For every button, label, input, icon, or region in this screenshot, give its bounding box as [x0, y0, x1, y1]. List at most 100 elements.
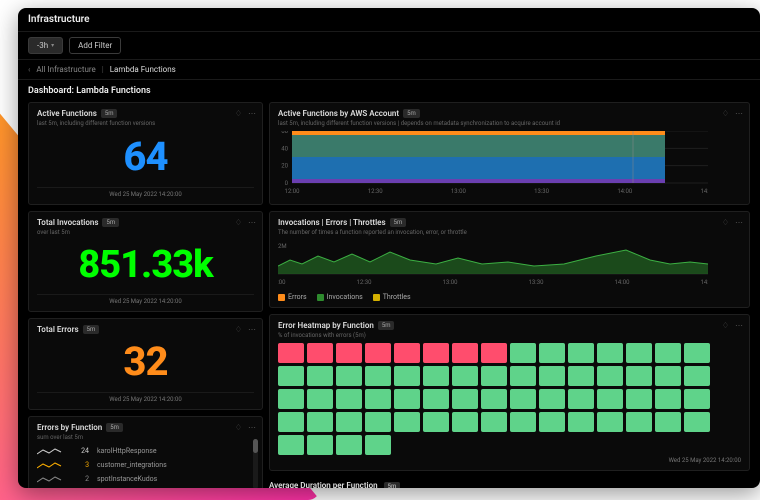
more-icon[interactable]: ⋯: [735, 321, 743, 330]
heatmap-cell[interactable]: [539, 412, 565, 432]
scrollbar-thumb[interactable]: [253, 439, 258, 453]
heatmap-cell[interactable]: [423, 412, 449, 432]
heatmap-cell[interactable]: [394, 435, 420, 455]
heatmap-cell[interactable]: [336, 366, 362, 386]
heatmap-cell[interactable]: [481, 366, 507, 386]
heatmap-cell[interactable]: [452, 435, 478, 455]
more-icon[interactable]: ⋯: [248, 325, 256, 334]
heatmap-cell[interactable]: [365, 366, 391, 386]
heatmap-cell[interactable]: [568, 343, 594, 363]
heatmap-cell[interactable]: [278, 412, 304, 432]
heatmap-cell[interactable]: [278, 435, 304, 455]
heatmap-cell[interactable]: [655, 389, 681, 409]
heatmap-cell[interactable]: [278, 366, 304, 386]
heatmap-cell[interactable]: [336, 343, 362, 363]
heatmap-cell[interactable]: [510, 435, 536, 455]
heatmap-cell[interactable]: [597, 343, 623, 363]
bell-icon[interactable]: ♢: [235, 109, 242, 118]
heatmap-cell[interactable]: [597, 412, 623, 432]
more-icon[interactable]: ⋯: [248, 218, 256, 227]
bell-icon[interactable]: ♢: [235, 218, 242, 227]
bell-icon[interactable]: ♢: [235, 325, 242, 334]
heatmap-cell[interactable]: [626, 343, 652, 363]
heatmap-cell[interactable]: [365, 435, 391, 455]
heatmap-cell[interactable]: [510, 366, 536, 386]
heatmap-cell[interactable]: [684, 435, 710, 455]
heatmap-cell[interactable]: [510, 389, 536, 409]
heatmap-cell[interactable]: [539, 343, 565, 363]
heatmap-cell[interactable]: [307, 412, 333, 432]
heatmap-cell[interactable]: [626, 366, 652, 386]
heatmap-cell[interactable]: [394, 412, 420, 432]
heatmap-cell[interactable]: [597, 366, 623, 386]
bell-icon[interactable]: ♢: [722, 109, 729, 118]
heatmap-cell[interactable]: [278, 343, 304, 363]
heatmap-cell[interactable]: [336, 435, 362, 455]
heatmap-cell[interactable]: [684, 343, 710, 363]
bell-icon[interactable]: ♢: [722, 321, 729, 330]
heatmap-cell[interactable]: [452, 389, 478, 409]
heatmap-cell[interactable]: [568, 435, 594, 455]
heatmap-cell[interactable]: [539, 389, 565, 409]
heatmap-cell[interactable]: [655, 435, 681, 455]
heatmap-cell[interactable]: [626, 389, 652, 409]
heatmap-cell[interactable]: [423, 389, 449, 409]
bell-icon[interactable]: ♢: [235, 423, 242, 432]
heatmap-cell[interactable]: [307, 343, 333, 363]
breadcrumb-root[interactable]: All Infrastructure: [36, 65, 95, 74]
heatmap-cell[interactable]: [423, 435, 449, 455]
heatmap-cell[interactable]: [510, 343, 536, 363]
heatmap-cell[interactable]: [597, 389, 623, 409]
time-range-selector[interactable]: -3h ▾: [28, 37, 63, 54]
more-icon[interactable]: ⋯: [248, 423, 256, 432]
legend-item[interactable]: Errors: [278, 293, 307, 301]
more-icon[interactable]: ⋯: [248, 109, 256, 118]
heatmap-cell[interactable]: [510, 412, 536, 432]
heatmap-cell[interactable]: [481, 389, 507, 409]
heatmap-cell[interactable]: [539, 366, 565, 386]
heatmap-cell[interactable]: [336, 412, 362, 432]
heatmap-cell[interactable]: [365, 343, 391, 363]
heatmap-cell[interactable]: [626, 412, 652, 432]
bell-icon[interactable]: ♢: [722, 218, 729, 227]
more-icon[interactable]: ⋯: [735, 218, 743, 227]
scrollbar[interactable]: [253, 439, 258, 488]
heatmap-cell[interactable]: [365, 412, 391, 432]
heatmap-cell[interactable]: [481, 343, 507, 363]
heatmap-cell[interactable]: [597, 435, 623, 455]
heatmap-cell[interactable]: [684, 389, 710, 409]
list-item[interactable]: 2spotInstanceKudos: [37, 473, 254, 485]
heatmap-cell[interactable]: [423, 343, 449, 363]
legend-item[interactable]: Throttles: [373, 293, 411, 301]
chevron-left-icon[interactable]: ‹: [28, 65, 30, 74]
heatmap-cell[interactable]: [655, 366, 681, 386]
heatmap-cell[interactable]: [568, 389, 594, 409]
heatmap-cell[interactable]: [394, 366, 420, 386]
heatmap-cell[interactable]: [307, 435, 333, 455]
list-item[interactable]: 3customer_integrations: [37, 459, 254, 471]
legend-item[interactable]: Invocations: [317, 293, 363, 301]
heatmap-cell[interactable]: [481, 435, 507, 455]
heatmap-cell[interactable]: [452, 412, 478, 432]
heatmap-cell[interactable]: [655, 412, 681, 432]
list-item[interactable]: 24karolHttpResponse: [37, 445, 254, 457]
heatmap-cell[interactable]: [307, 366, 333, 386]
add-filter-button[interactable]: Add Filter: [69, 37, 121, 54]
heatmap-cell[interactable]: [626, 435, 652, 455]
heatmap-cell[interactable]: [423, 366, 449, 386]
heatmap-cell[interactable]: [394, 343, 420, 363]
heatmap-cell[interactable]: [568, 412, 594, 432]
heatmap-cell[interactable]: [307, 389, 333, 409]
heatmap-cell[interactable]: [481, 412, 507, 432]
heatmap-cell[interactable]: [684, 412, 710, 432]
heatmap-cell[interactable]: [394, 389, 420, 409]
heatmap-cell[interactable]: [365, 389, 391, 409]
heatmap-cell[interactable]: [452, 366, 478, 386]
heatmap-cell[interactable]: [278, 389, 304, 409]
heatmap-cell[interactable]: [684, 366, 710, 386]
more-icon[interactable]: ⋯: [735, 109, 743, 118]
heatmap-cell[interactable]: [655, 343, 681, 363]
heatmap-cell[interactable]: [539, 435, 565, 455]
heatmap-cell[interactable]: [568, 366, 594, 386]
heatmap-cell[interactable]: [452, 343, 478, 363]
